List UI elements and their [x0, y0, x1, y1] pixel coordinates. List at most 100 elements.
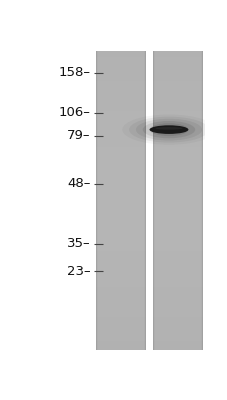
Ellipse shape	[149, 123, 188, 136]
Bar	[152, 305, 202, 308]
Bar	[152, 176, 202, 180]
Bar	[95, 69, 146, 72]
Bar	[152, 149, 202, 153]
Bar	[152, 98, 202, 102]
Bar	[95, 329, 146, 332]
Bar	[95, 158, 146, 162]
Bar	[95, 346, 146, 350]
Bar	[95, 152, 146, 156]
Bar	[152, 296, 202, 299]
Bar	[95, 51, 96, 350]
Bar	[152, 78, 202, 81]
Bar	[152, 272, 202, 275]
Bar	[144, 51, 146, 350]
Bar	[95, 233, 146, 236]
Bar	[95, 51, 96, 350]
Bar	[95, 81, 146, 84]
Bar	[152, 63, 202, 66]
Bar	[152, 54, 202, 57]
Bar	[95, 251, 146, 254]
Bar	[95, 239, 146, 242]
Bar	[152, 332, 202, 335]
Bar	[152, 284, 202, 287]
Bar	[95, 170, 146, 174]
Bar	[95, 215, 146, 218]
Bar	[95, 326, 146, 329]
Bar	[95, 209, 146, 212]
Bar	[152, 66, 202, 69]
Bar	[144, 51, 146, 350]
Bar	[95, 146, 146, 150]
Bar	[95, 281, 146, 284]
Bar	[95, 254, 146, 257]
Bar	[152, 87, 202, 90]
Text: 158–: 158–	[58, 66, 90, 79]
Bar	[95, 102, 146, 105]
Bar	[95, 200, 146, 204]
Bar	[95, 272, 146, 275]
Bar	[95, 212, 146, 215]
Text: 23–: 23–	[67, 265, 90, 278]
Bar	[95, 51, 97, 350]
Bar	[95, 242, 146, 245]
Bar	[95, 84, 146, 87]
Bar	[152, 51, 154, 350]
Bar	[152, 51, 153, 350]
Bar	[95, 206, 146, 210]
Bar	[152, 179, 202, 182]
Bar	[95, 305, 146, 308]
Bar	[152, 122, 202, 126]
Bar	[201, 51, 202, 350]
Bar	[95, 248, 146, 251]
Bar	[95, 51, 97, 350]
Bar	[95, 114, 146, 117]
Bar	[152, 191, 202, 194]
Bar	[95, 51, 96, 350]
Bar	[152, 134, 202, 138]
Bar	[95, 57, 146, 60]
Bar	[95, 51, 96, 350]
Bar	[152, 317, 202, 320]
Bar	[152, 323, 202, 326]
Bar	[152, 326, 202, 329]
Bar	[152, 110, 202, 114]
Bar	[152, 233, 202, 236]
Bar	[95, 164, 146, 168]
Ellipse shape	[155, 127, 182, 130]
Bar	[95, 96, 146, 99]
Bar	[95, 257, 146, 260]
Bar	[152, 108, 202, 111]
Bar	[95, 108, 146, 111]
Bar	[152, 254, 202, 257]
Bar	[95, 191, 146, 194]
Bar	[95, 134, 146, 138]
Bar	[152, 209, 202, 212]
Bar	[95, 203, 146, 206]
Bar	[152, 51, 153, 350]
Bar	[152, 51, 202, 54]
Bar	[95, 128, 146, 132]
Bar	[145, 51, 146, 350]
Bar	[152, 260, 202, 263]
Bar	[152, 60, 202, 63]
Bar	[152, 221, 202, 224]
Bar	[152, 266, 202, 269]
Bar	[95, 284, 146, 287]
Bar	[95, 296, 146, 299]
Bar	[152, 308, 202, 311]
Text: 79–: 79–	[67, 129, 90, 142]
Bar	[95, 90, 146, 93]
Bar	[95, 260, 146, 263]
Bar	[95, 92, 146, 96]
Bar	[95, 269, 146, 272]
Bar	[152, 155, 202, 159]
Bar	[95, 116, 146, 120]
Bar	[95, 78, 146, 81]
Bar	[152, 340, 202, 344]
Bar	[95, 155, 146, 159]
Ellipse shape	[135, 119, 201, 140]
Bar	[95, 63, 146, 66]
Bar	[152, 299, 202, 302]
Bar	[152, 203, 202, 206]
Bar	[95, 224, 146, 227]
